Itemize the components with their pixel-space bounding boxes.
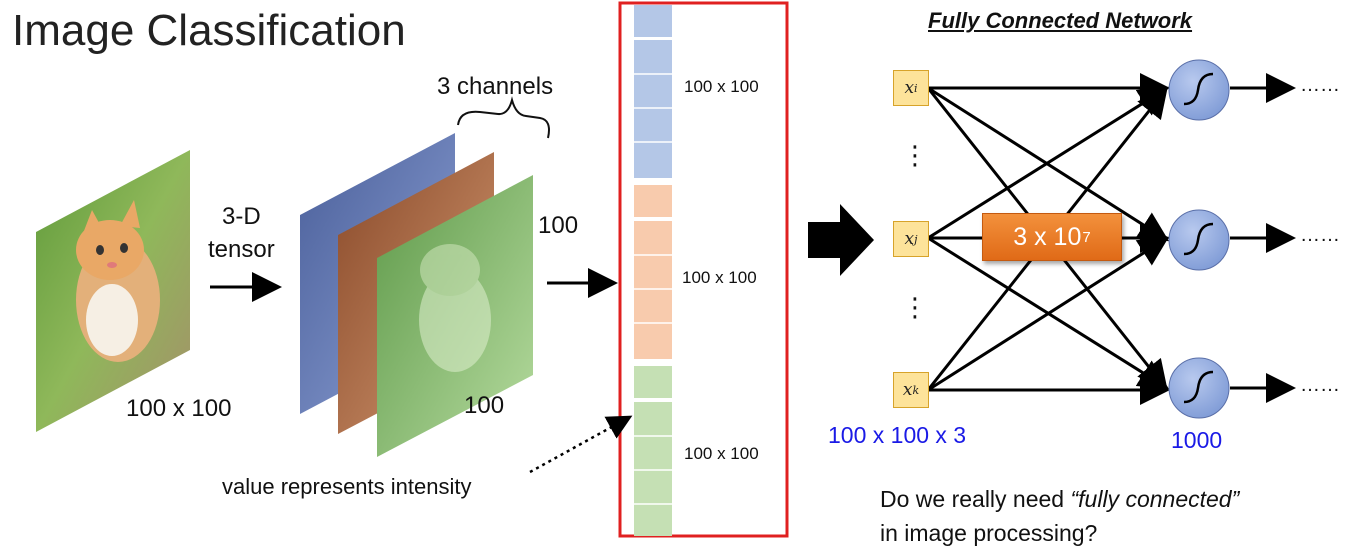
tensor-label-line2: tensor (208, 236, 275, 263)
output-neurons (1168, 59, 1230, 419)
big-right-arrow (808, 204, 874, 276)
width-label: 100 (538, 212, 579, 239)
question-text: Do we really need “fully connected” in i… (880, 486, 1240, 546)
kitten-image (36, 150, 190, 432)
intensity-pointer (529, 415, 633, 474)
output-ellipsis-2: …… (1300, 224, 1340, 246)
vertical-dots-upper: ⋮ (902, 140, 928, 170)
intensity-label: value represents intensity (222, 474, 472, 499)
network-title: Fully Connected Network (928, 8, 1193, 33)
channels-label: 3 channels (437, 73, 554, 100)
output-ellipsis-1: …… (1300, 74, 1340, 96)
page-title: Image Classification (12, 6, 406, 55)
vector-frame (618, 1, 789, 538)
output-ellipsis-3: …… (1300, 374, 1340, 396)
output-size-label: 1000 (1171, 427, 1223, 453)
weights-count-badge: 3 x 10 7 (982, 213, 1122, 261)
tensor-label-line1: 3-D (222, 203, 261, 230)
input-size-label: 100 x 100 x 3 (828, 422, 967, 448)
segment-label-blue: 100 x 100 (684, 77, 759, 96)
height-label: 100 (464, 392, 505, 419)
green-kitten-outline (419, 244, 491, 372)
image-size-label: 100 x 100 (126, 395, 232, 422)
feature-vector (634, 5, 672, 536)
channels-brace (457, 96, 550, 139)
segment-label-orange: 100 x 100 (682, 268, 757, 287)
vertical-dots-lower: ⋮ (902, 292, 928, 322)
segment-label-green: 100 x 100 (684, 444, 759, 463)
